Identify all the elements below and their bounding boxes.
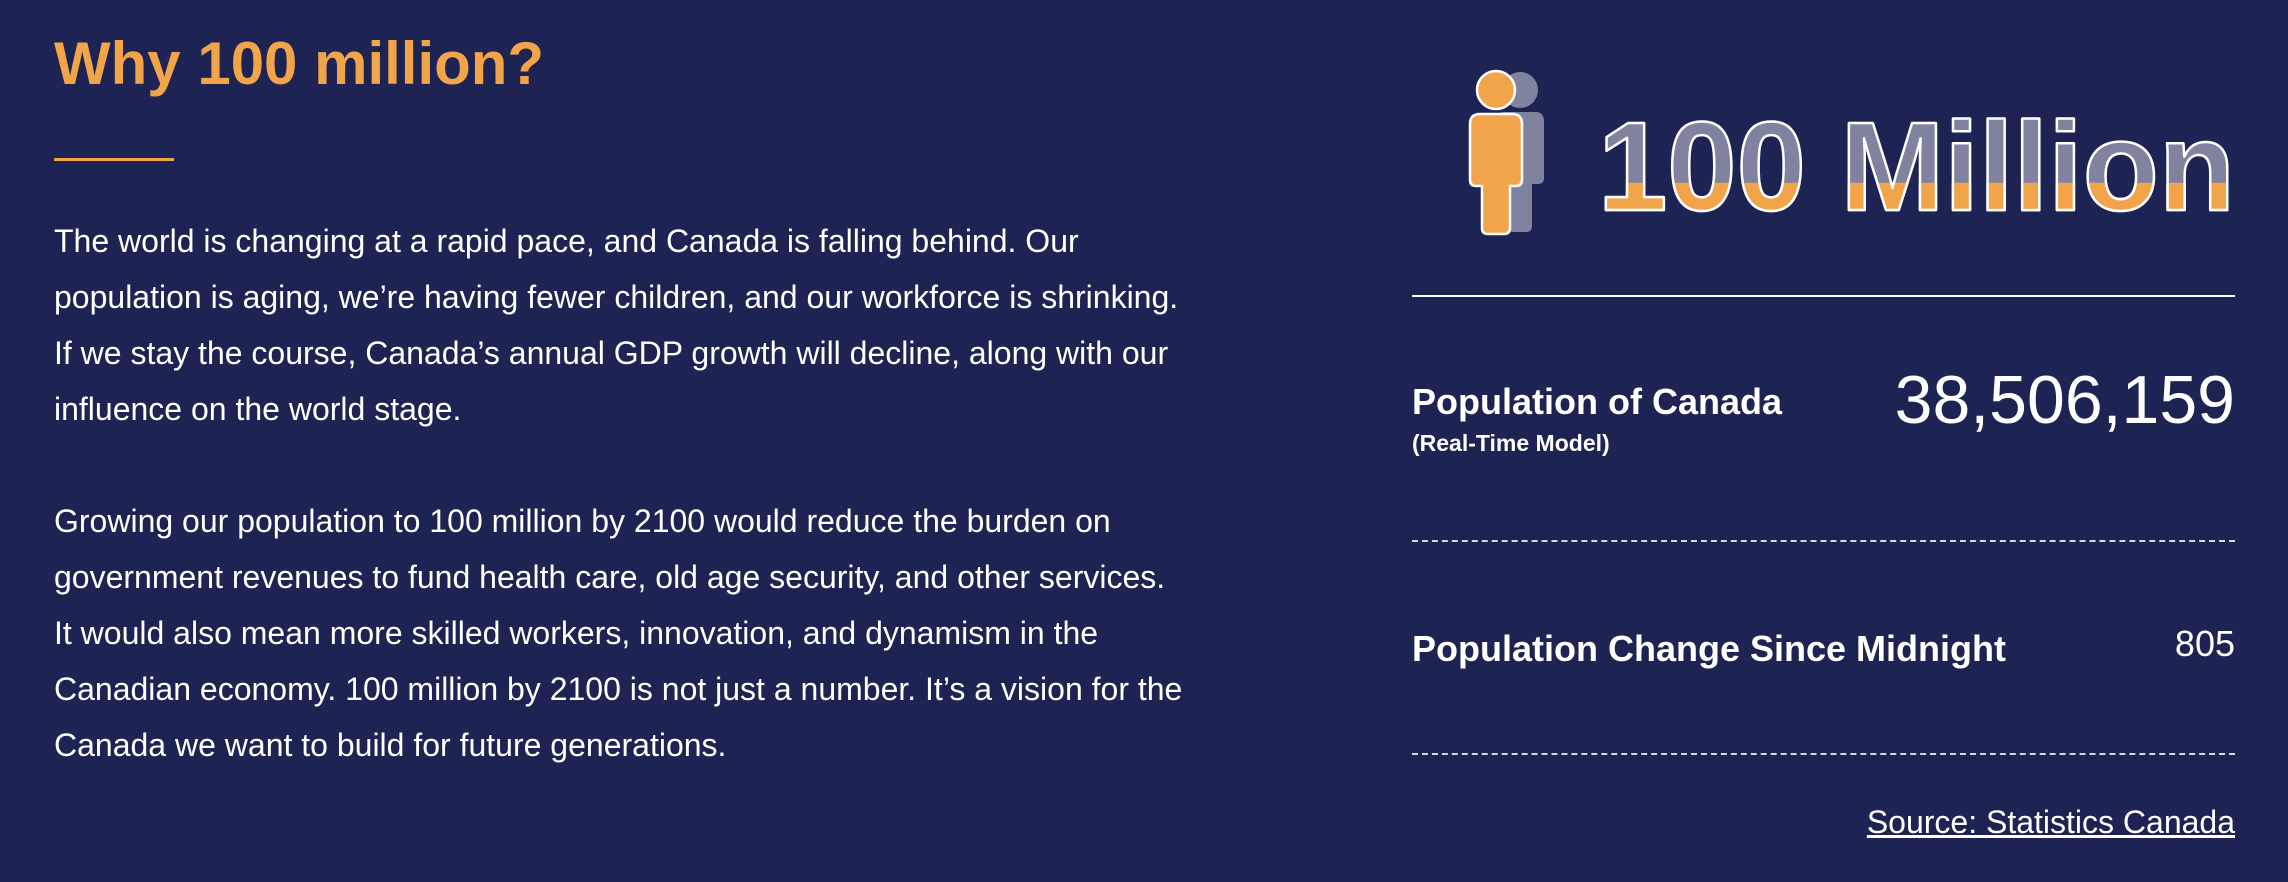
section-heading: Why 100 million?: [54, 30, 545, 97]
hero-banner: 100 Million 100 Million: [1462, 68, 2235, 238]
source-link[interactable]: Source: Statistics Canada: [1866, 804, 2235, 840]
hero-text: 100 Million: [1598, 96, 2235, 226]
population-change-label: Population Change Since Midnight: [1412, 628, 2006, 669]
intro-paragraph-2: Growing our population to 100 million by…: [54, 503, 1183, 763]
heading-underline: [54, 158, 174, 161]
stats-divider-1: [1412, 540, 2235, 542]
hero-text-graphic: 100 Million 100 Million: [1598, 95, 2235, 226]
population-sublabel: (Real-Time Model): [1412, 430, 1610, 456]
person-icon: [1468, 69, 1544, 236]
population-value: 38,506,159: [1894, 362, 2235, 438]
hero-text-fill: 100 Million: [1598, 96, 2235, 226]
intro-section: Why 100 million? The world is changing a…: [54, 28, 1184, 773]
panel-divider: [1412, 295, 2235, 297]
population-panel: 100 Million 100 Million Population of Ca…: [1412, 0, 2235, 882]
population-change-value: 805: [2174, 623, 2235, 664]
intro-paragraph-1: The world is changing at a rapid pace, a…: [54, 223, 1179, 427]
person-front-icon: [1468, 69, 1524, 236]
stats-divider-2: [1412, 753, 2235, 755]
population-label: Population of Canada: [1412, 381, 1783, 422]
